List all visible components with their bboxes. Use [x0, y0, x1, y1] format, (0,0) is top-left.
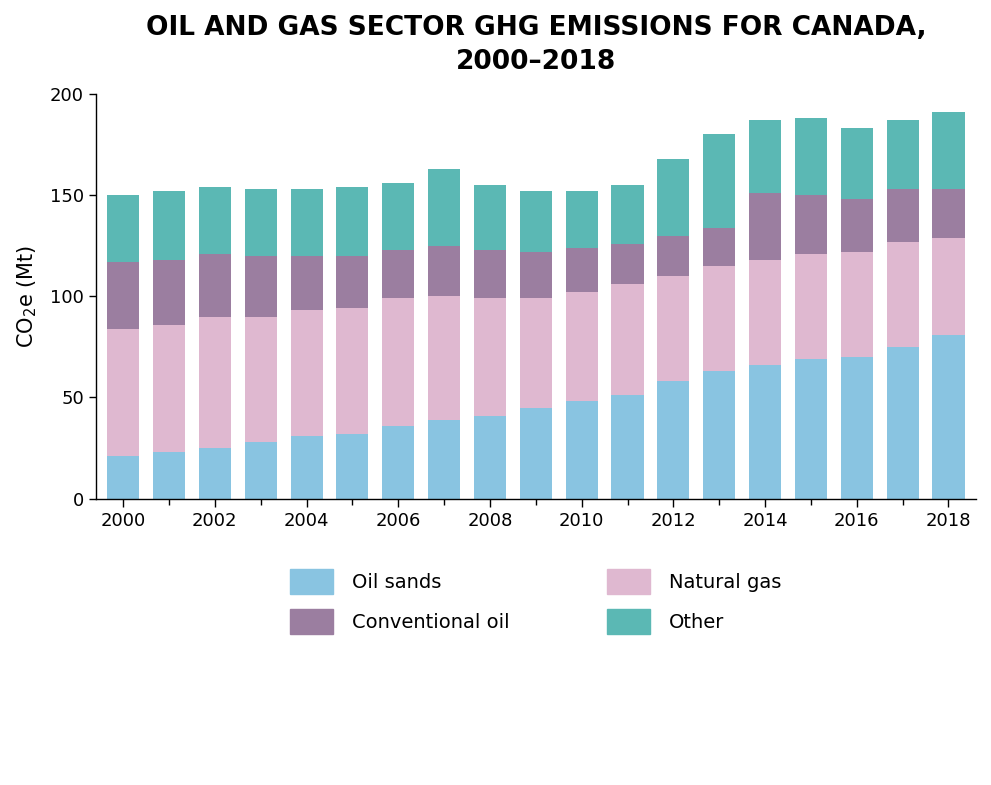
Bar [566, 292, 598, 401]
Bar [336, 309, 369, 434]
Bar [933, 189, 964, 238]
Bar [519, 252, 552, 298]
Bar [887, 347, 919, 498]
Bar [611, 284, 643, 396]
Title: OIL AND GAS SECTOR GHG EMISSIONS FOR CANADA,
2000–2018: OIL AND GAS SECTOR GHG EMISSIONS FOR CAN… [146, 15, 927, 75]
Bar [704, 228, 735, 266]
Bar [795, 195, 826, 254]
Bar [566, 191, 598, 248]
Bar [336, 187, 369, 256]
Bar [290, 310, 323, 436]
Bar [428, 246, 460, 296]
Bar [245, 189, 276, 256]
Bar [840, 252, 873, 357]
Bar [153, 260, 185, 325]
Bar [566, 401, 598, 498]
Bar [887, 242, 919, 347]
Bar [199, 316, 231, 448]
Bar [107, 456, 139, 498]
Bar [153, 325, 185, 452]
Bar [519, 407, 552, 498]
Bar [107, 329, 139, 456]
Bar [611, 243, 643, 284]
Bar [474, 298, 506, 415]
Bar [519, 191, 552, 252]
Bar [199, 448, 231, 498]
Bar [383, 250, 414, 298]
Bar [704, 134, 735, 228]
Bar [611, 396, 643, 498]
Bar [657, 382, 690, 498]
Bar [840, 199, 873, 252]
Bar [704, 266, 735, 371]
Bar [657, 236, 690, 276]
Bar [153, 191, 185, 260]
Bar [474, 185, 506, 250]
Bar [749, 193, 781, 260]
Bar [107, 262, 139, 329]
Bar [245, 442, 276, 498]
Y-axis label: CO$_2$e (Mt): CO$_2$e (Mt) [15, 245, 39, 348]
Bar [153, 452, 185, 498]
Bar [749, 260, 781, 365]
Bar [933, 238, 964, 334]
Bar [474, 415, 506, 498]
Bar [245, 256, 276, 316]
Bar [566, 248, 598, 292]
Bar [795, 254, 826, 359]
Bar [199, 254, 231, 316]
Bar [428, 420, 460, 498]
Bar [795, 359, 826, 498]
Bar [704, 371, 735, 498]
Bar [933, 334, 964, 498]
Bar [933, 112, 964, 189]
Bar [840, 357, 873, 498]
Bar [887, 189, 919, 242]
Bar [199, 187, 231, 254]
Legend: Oil sands, Conventional oil, Natural gas, Other: Oil sands, Conventional oil, Natural gas… [282, 560, 790, 642]
Bar [428, 169, 460, 246]
Bar [290, 436, 323, 498]
Bar [245, 316, 276, 442]
Bar [887, 120, 919, 189]
Bar [519, 298, 552, 407]
Bar [749, 120, 781, 193]
Bar [107, 195, 139, 262]
Bar [290, 189, 323, 256]
Bar [795, 119, 826, 195]
Bar [383, 425, 414, 498]
Bar [336, 434, 369, 498]
Bar [383, 298, 414, 425]
Bar [611, 185, 643, 243]
Bar [428, 296, 460, 420]
Bar [749, 365, 781, 498]
Bar [383, 183, 414, 250]
Bar [657, 276, 690, 382]
Bar [336, 256, 369, 309]
Bar [290, 256, 323, 310]
Bar [840, 129, 873, 199]
Bar [657, 159, 690, 236]
Bar [474, 250, 506, 298]
